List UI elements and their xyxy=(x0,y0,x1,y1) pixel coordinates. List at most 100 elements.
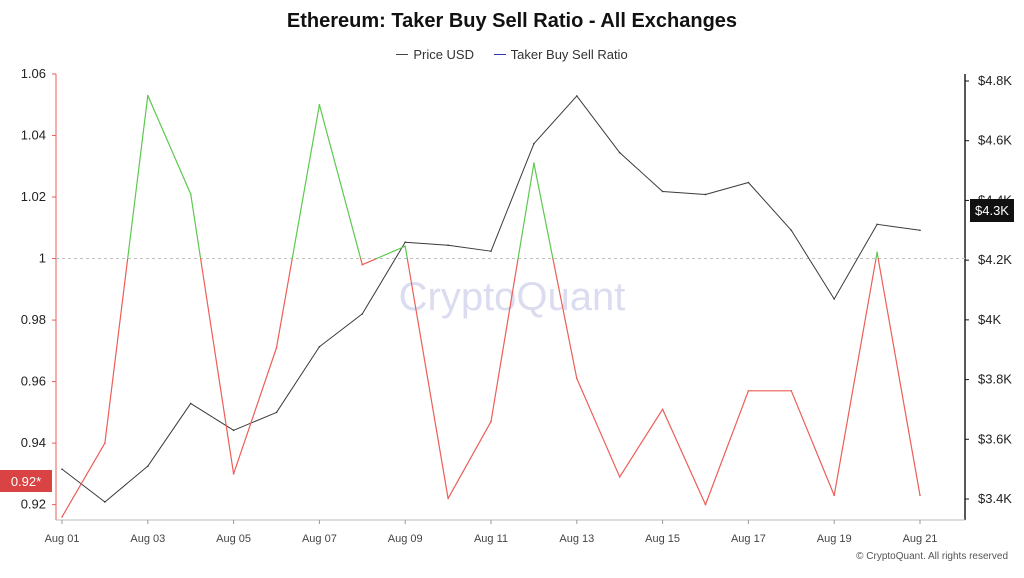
left-tick-label: 0.92 xyxy=(21,497,46,512)
legend-label-price: Price USD xyxy=(413,47,474,62)
ratio-current-badge-text: 0.92* xyxy=(11,474,41,489)
ratio-point xyxy=(232,473,235,475)
price-point xyxy=(318,345,321,348)
ratio-point xyxy=(704,503,707,506)
chart-title: Ethereum: Taker Buy Sell Ratio - All Exc… xyxy=(286,10,738,32)
ratio-series-segment xyxy=(61,442,106,518)
right-tick-label: $3.8K xyxy=(978,372,1012,387)
right-tick-label: $3.4K xyxy=(978,491,1012,506)
price-current-badge-text: $4.3K xyxy=(975,203,1009,218)
ratio-series-segment xyxy=(291,104,320,260)
legend-swatch-ratio xyxy=(493,54,506,55)
ratio-point xyxy=(490,420,492,423)
x-tick-label: Aug 11 xyxy=(474,533,508,545)
price-point xyxy=(876,223,878,226)
ratio-point xyxy=(747,390,750,392)
price-current-badge-bg xyxy=(970,199,1014,222)
ratio-series-segment xyxy=(190,193,202,260)
ratio-series-segment xyxy=(360,257,363,266)
ratio-point xyxy=(318,103,321,106)
ratio-point xyxy=(533,162,535,164)
ratio-series-segment xyxy=(619,408,664,478)
left-tick-label: 0.94 xyxy=(21,435,46,450)
copyright-notice: © CryptoQuant. All rights reserved xyxy=(856,551,1008,562)
x-tick-label: Aug 09 xyxy=(388,533,423,545)
price-point xyxy=(533,142,535,145)
x-tick-label: Aug 05 xyxy=(216,533,251,545)
ratio-series-segment xyxy=(661,408,707,506)
price-point xyxy=(447,244,449,247)
price-point xyxy=(790,229,793,232)
price-point xyxy=(361,313,364,315)
ratio-point xyxy=(61,516,63,518)
price-point xyxy=(275,411,278,414)
x-tick-label: Aug 15 xyxy=(645,533,680,545)
ratio-series-segment xyxy=(552,257,578,380)
ratio-series-segment xyxy=(490,257,519,423)
series-layer xyxy=(61,94,921,518)
ratio-series-segment xyxy=(233,347,278,475)
ratio-point xyxy=(618,476,621,478)
ratio-series-segment xyxy=(517,162,535,260)
ratio-point xyxy=(661,408,664,411)
left-tick-label: 1.04 xyxy=(21,128,46,143)
x-tick-label: Aug 03 xyxy=(130,533,165,545)
left-tick-label: 1 xyxy=(39,251,46,266)
legend-item-price[interactable]: Price USD xyxy=(396,47,474,62)
ratio-current-badge: 0.92* xyxy=(0,470,52,492)
ratio-series-segment xyxy=(104,257,129,444)
ratio-point xyxy=(361,263,364,266)
x-tick-label: Aug 17 xyxy=(731,533,766,545)
right-tick-label: $3.6K xyxy=(978,431,1012,446)
ratio-series-segment xyxy=(833,257,877,496)
price-point xyxy=(576,95,578,97)
ratio-series-segment xyxy=(704,390,750,506)
ratio-point xyxy=(576,377,578,380)
ratio-series-segment xyxy=(376,245,406,260)
ratio-point xyxy=(104,442,106,444)
price-point xyxy=(232,429,235,432)
price-point xyxy=(104,501,106,503)
price-point xyxy=(833,298,835,300)
legend-item-ratio[interactable]: Taker Buy Sell Ratio xyxy=(493,47,628,62)
ratio-series-segment xyxy=(318,104,362,260)
ratio-series-segment xyxy=(406,257,449,500)
ratio-series-segment xyxy=(127,94,149,260)
ratio-point xyxy=(790,390,793,392)
price-point xyxy=(661,190,664,193)
price-current-badge: $4.3K xyxy=(970,199,1014,222)
ratio-series-segment xyxy=(200,257,235,475)
ratio-series-segment xyxy=(576,377,621,478)
price-point xyxy=(747,181,750,184)
x-tick-label: Aug 21 xyxy=(903,533,938,545)
ratio-point xyxy=(189,193,192,195)
x-tick-label: Aug 01 xyxy=(45,533,80,545)
ratio-series-segment xyxy=(147,94,192,195)
right-tick-label: $4.8K xyxy=(978,73,1012,88)
x-tick-label: Aug 07 xyxy=(302,533,337,545)
right-tick-label: $4.6K xyxy=(978,133,1012,148)
ratio-series-segment xyxy=(533,162,554,260)
ratio-point xyxy=(919,494,921,497)
price-point xyxy=(618,151,621,154)
ratio-series-segment xyxy=(877,257,921,496)
right-tick-label: $4.2K xyxy=(978,252,1012,267)
ratio-point xyxy=(833,494,835,497)
ratio-point xyxy=(147,94,149,97)
price-point xyxy=(189,402,192,405)
badge-layer: 0.92* $4.3K xyxy=(0,199,1014,492)
left-tick-label: 1.06 xyxy=(21,66,46,81)
ratio-current-badge-bg xyxy=(0,470,52,492)
price-point xyxy=(919,229,921,232)
x-tick-label: Aug 19 xyxy=(817,533,852,545)
chart-legend: Price USD Taker Buy Sell Ratio xyxy=(0,43,1024,62)
left-tick-label: 1.02 xyxy=(21,189,46,204)
x-tick-label: Aug 13 xyxy=(559,533,594,545)
left-tick-label: 0.98 xyxy=(21,312,46,327)
price-point xyxy=(147,465,149,467)
price-point xyxy=(404,241,407,244)
ratio-series-segment xyxy=(404,245,408,260)
ratio-series-segment xyxy=(876,251,879,260)
price-point xyxy=(704,193,707,196)
